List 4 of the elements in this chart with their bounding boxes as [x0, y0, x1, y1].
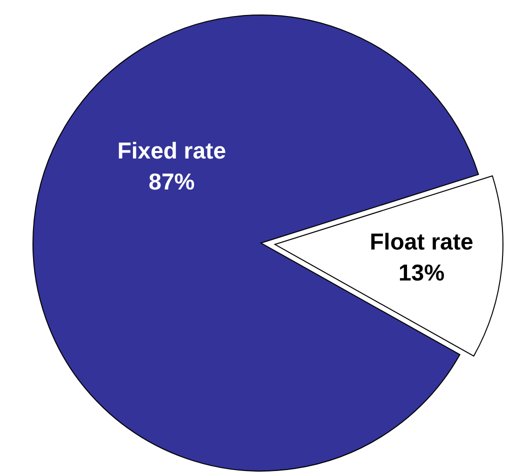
data-label: 87%: [148, 168, 195, 195]
data-label: 13%: [398, 259, 445, 286]
slice-label: Fixed rate: [117, 138, 226, 164]
slice-label: Float rate: [370, 228, 474, 254]
